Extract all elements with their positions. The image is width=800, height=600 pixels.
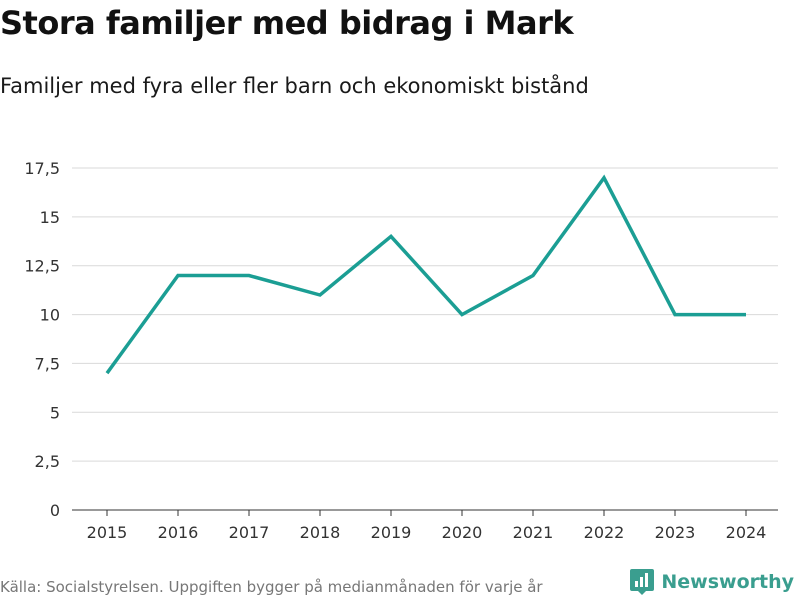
y-tick-label: 12,5: [24, 257, 60, 276]
x-tick-label: 2022: [584, 523, 625, 542]
source-note: Källa: Socialstyrelsen. Uppgiften bygger…: [0, 578, 543, 596]
series-line: [105, 174, 746, 375]
x-tick-label: 2017: [229, 523, 270, 542]
newsworthy-logo-icon: [630, 569, 655, 595]
chart-subtitle: Familjer med fyra eller fler barn och ek…: [0, 74, 589, 98]
x-tick-label: 2023: [655, 523, 696, 542]
data-point[interactable]: [598, 172, 610, 184]
data-point[interactable]: [385, 230, 397, 242]
y-tick-label: 0: [50, 501, 60, 520]
brand-name: Newsworthy: [661, 571, 794, 593]
y-tick-label: 15: [40, 208, 60, 227]
data-point[interactable]: [243, 269, 255, 281]
x-axis-labels: 2015 2016 2017 2018 2019 2020 2021 2022 2023 2024: [87, 523, 767, 542]
y-tick-label: 17,5: [24, 159, 60, 178]
x-tick-label: 2024: [726, 523, 767, 542]
y-tick-label: 2,5: [35, 452, 60, 471]
x-tick-label: 2015: [87, 523, 128, 542]
gridlines: [72, 167, 778, 462]
data-point[interactable]: [172, 269, 184, 281]
data-point[interactable]: [740, 309, 752, 321]
chart-title: Stora familjer med bidrag i Mark: [0, 4, 574, 42]
x-tick-label: 2018: [300, 523, 341, 542]
y-tick-label: 10: [40, 306, 60, 325]
y-tick-label: 7,5: [35, 354, 60, 373]
x-tick-label: 2019: [371, 523, 412, 542]
data-point[interactable]: [527, 269, 539, 281]
brand-logo[interactable]: Newsworthy: [629, 568, 794, 596]
y-tick-label: 5: [50, 403, 60, 422]
data-point[interactable]: [101, 367, 113, 379]
x-tick-label: 2016: [158, 523, 199, 542]
series: [101, 172, 752, 379]
x-tick-label: 2021: [513, 523, 554, 542]
x-tick-label: 2020: [442, 523, 483, 542]
data-point[interactable]: [669, 309, 681, 321]
data-point[interactable]: [456, 309, 468, 321]
y-axis-labels: 0 2,5 5 7,5 10 12,5 15 17,5: [24, 159, 60, 520]
x-axis: [72, 509, 778, 516]
data-point[interactable]: [314, 289, 326, 301]
